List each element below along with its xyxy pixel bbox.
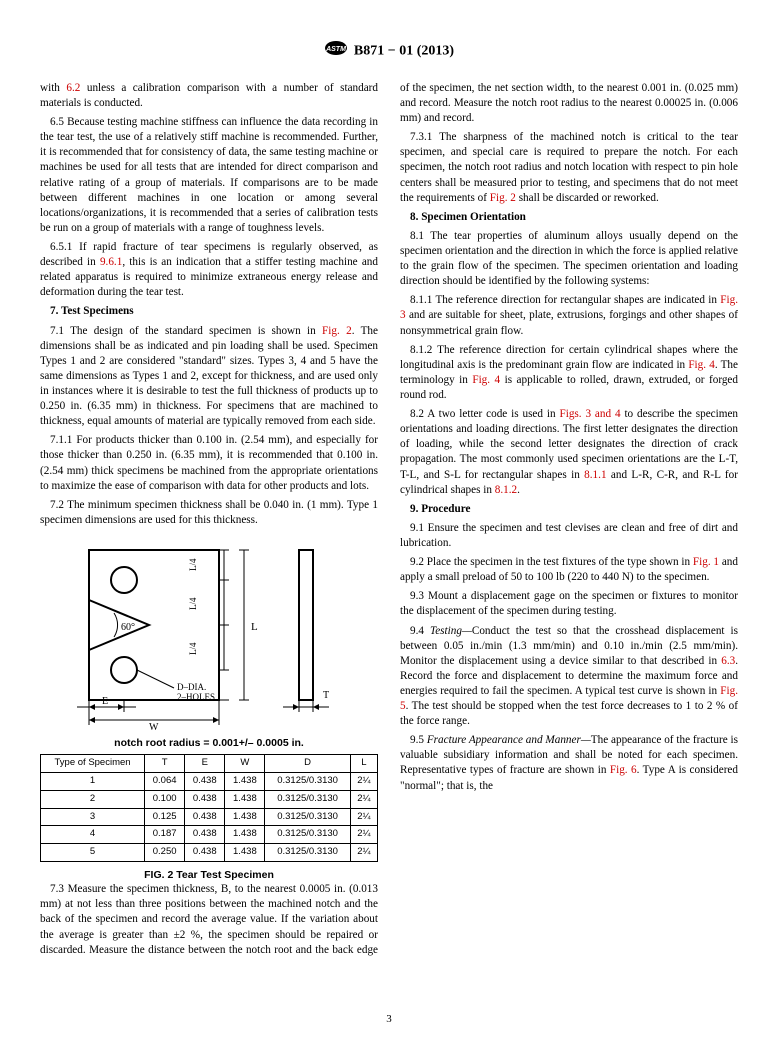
page: ASTM B871 − 01 (2013) with 6.2 unless a … <box>0 0 778 1041</box>
table-cell: 0.187 <box>145 826 185 844</box>
figure-2-block: 60° L/4 L/4 L/4 L <box>40 540 378 882</box>
para-7-2: 7.2 The minimum specimen thickness shall… <box>40 498 378 528</box>
para-9-4: 9.4 Testing—Conduct the test so that the… <box>400 624 738 730</box>
table-header: Type of Specimen <box>41 755 145 773</box>
fig-E: E <box>102 696 108 707</box>
table-cell: 0.3125/0.3130 <box>265 808 350 826</box>
ref-fig6: Fig. 6 <box>610 764 637 776</box>
ref-fig2-a: Fig. 2 <box>322 325 352 337</box>
table-cell: 4 <box>41 826 145 844</box>
designation: B871 − 01 (2013) <box>354 44 454 59</box>
section-7-title: 7. Test Specimens <box>40 304 378 319</box>
table-header: E <box>185 755 225 773</box>
table-cell: 5 <box>41 844 145 862</box>
astm-logo: ASTM <box>324 40 348 63</box>
figure-2-table: Type of SpecimenTEWDL 10.0640.4381.4380.… <box>40 754 378 862</box>
table-header: W <box>225 755 265 773</box>
table-header: T <box>145 755 185 773</box>
page-number: 3 <box>0 1012 778 1027</box>
ref-9-6-1: 9.6.1 <box>100 256 122 268</box>
table-cell: 0.438 <box>185 772 225 790</box>
table-row: 40.1870.4381.4380.3125/0.31302¼ <box>41 826 378 844</box>
para-7-1: 7.1 The design of the standard specimen … <box>40 324 378 430</box>
para-7-1-1: 7.1.1 For products thicker than 0.100 in… <box>40 433 378 493</box>
ref-fig4-b: Fig. 4 <box>472 374 500 386</box>
table-cell: 1.438 <box>225 826 265 844</box>
table-cell: 1.438 <box>225 772 265 790</box>
para-8-1: 8.1 The tear properties of aluminum allo… <box>400 229 738 289</box>
ref-812: 8.1.2 <box>495 484 517 496</box>
figure-2-diagram: 60° L/4 L/4 L/4 L <box>69 540 349 730</box>
fig-l4-bot: L/4 <box>188 642 198 655</box>
table-header: L <box>350 755 377 773</box>
table-cell: 1 <box>41 772 145 790</box>
ref-fig2-b: Fig. 2 <box>490 192 516 204</box>
table-cell: 0.3125/0.3130 <box>265 790 350 808</box>
para-8-1-2: 8.1.2 The reference direction for certai… <box>400 343 738 403</box>
table-row: 10.0640.4381.4380.3125/0.31302¼ <box>41 772 378 790</box>
para-9-5: 9.5 Fracture Appearance and Manner—The a… <box>400 733 738 793</box>
table-cell: 0.438 <box>185 844 225 862</box>
figure-2-subcaption: notch root radius = 0.001+/– 0.0005 in. <box>40 736 378 750</box>
fig-D-2: 2–HOLES <box>177 692 215 702</box>
table-cell: 2¼ <box>350 790 377 808</box>
table-cell: 0.250 <box>145 844 185 862</box>
table-cell: 0.438 <box>185 826 225 844</box>
table-cell: 1.438 <box>225 790 265 808</box>
fig-angle-label: 60° <box>121 622 135 633</box>
svg-text:ASTM: ASTM <box>325 46 346 53</box>
table-cell: 2 <box>41 790 145 808</box>
para-9-1: 9.1 Ensure the specimen and test clevise… <box>400 521 738 551</box>
para-9-2: 9.2 Place the specimen in the test fixtu… <box>400 555 738 585</box>
table-cell: 0.3125/0.3130 <box>265 826 350 844</box>
para-8-1-1: 8.1.1 The reference direction for rectan… <box>400 293 738 338</box>
para-6-4-cont: with 6.2 unless a calibration comparison… <box>40 81 378 111</box>
section-9-title: 9. Procedure <box>400 502 738 517</box>
ref-figs34: Figs. 3 and 4 <box>559 408 620 420</box>
figure-2-caption: FIG. 2 Tear Test Specimen <box>40 868 378 882</box>
para-7-3-1: 7.3.1 The sharpness of the machined notc… <box>400 130 738 206</box>
ref-fig4-a: Fig. 4 <box>688 359 715 371</box>
table-cell: 0.100 <box>145 790 185 808</box>
table-cell: 2¼ <box>350 826 377 844</box>
fig-D-1: D–DIA. <box>177 682 206 692</box>
page-header: ASTM B871 − 01 (2013) <box>40 40 738 63</box>
table-cell: 0.125 <box>145 808 185 826</box>
fig-l4-top: L/4 <box>188 558 198 571</box>
para-8-2: 8.2 A two letter code is used in Figs. 3… <box>400 407 738 498</box>
table-cell: 1.438 <box>225 808 265 826</box>
table-cell: 1.438 <box>225 844 265 862</box>
table-row: 50.2500.4381.4380.3125/0.31302¼ <box>41 844 378 862</box>
table-cell: 0.064 <box>145 772 185 790</box>
para-6-5-1: 6.5.1 If rapid fracture of tear specimen… <box>40 240 378 300</box>
table-cell: 0.3125/0.3130 <box>265 844 350 862</box>
table-cell: 0.3125/0.3130 <box>265 772 350 790</box>
section-8-title: 8. Specimen Orientation <box>400 210 738 225</box>
table-cell: 0.438 <box>185 790 225 808</box>
ref-fig1: Fig. 1 <box>693 556 719 568</box>
table-row: 20.1000.4381.4380.3125/0.31302¼ <box>41 790 378 808</box>
fig-W: W <box>149 722 159 730</box>
para-9-3: 9.3 Mount a displacement gage on the spe… <box>400 589 738 619</box>
ref-63: 6.3 <box>721 655 735 667</box>
fig-l4-mid: L/4 <box>188 597 198 610</box>
table-cell: 0.438 <box>185 808 225 826</box>
fig-T: T <box>323 690 329 701</box>
fig-L: L <box>251 621 258 633</box>
ref-811: 8.1.1 <box>584 469 606 481</box>
body-columns: with 6.2 unless a calibration comparison… <box>40 81 738 961</box>
table-cell: 2¼ <box>350 844 377 862</box>
ref-6-2: 6.2 <box>66 82 80 94</box>
table-cell: 2¼ <box>350 808 377 826</box>
table-cell: 2¼ <box>350 772 377 790</box>
table-header: D <box>265 755 350 773</box>
table-row: 30.1250.4381.4380.3125/0.31302¼ <box>41 808 378 826</box>
table-cell: 3 <box>41 808 145 826</box>
para-6-5: 6.5 Because testing machine stiffness ca… <box>40 115 378 236</box>
